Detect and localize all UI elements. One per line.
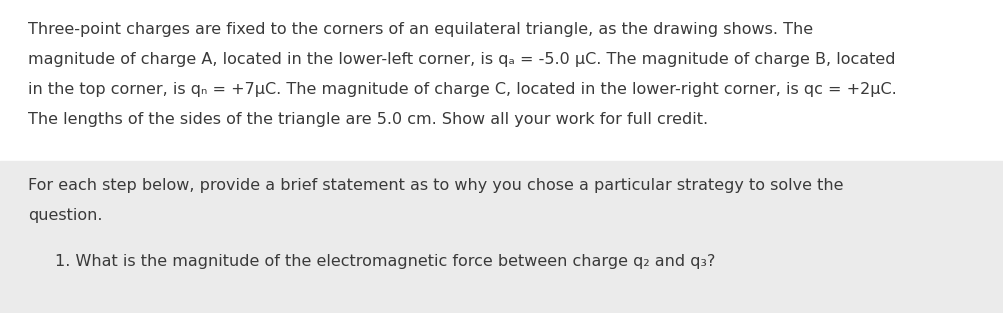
Text: in the top corner, is qₙ = +7μC. The magnitude of charge C, located in the lower: in the top corner, is qₙ = +7μC. The mag… (28, 82, 896, 97)
Text: For each step below, provide a brief statement as to why you chose a particular : For each step below, provide a brief sta… (28, 178, 843, 193)
Text: Three-point charges are fixed to the corners of an equilateral triangle, as the : Three-point charges are fixed to the cor… (28, 22, 812, 37)
Text: The lengths of the sides of the triangle are 5.0 cm. Show all your work for full: The lengths of the sides of the triangle… (28, 112, 707, 127)
Text: 1. What is the magnitude of the electromagnetic force between charge q₂ and q₃?: 1. What is the magnitude of the electrom… (55, 254, 715, 269)
Text: magnitude of charge A, located in the lower-left corner, is qₐ = -5.0 μC. The ma: magnitude of charge A, located in the lo… (28, 52, 895, 67)
Text: question.: question. (28, 208, 102, 223)
Bar (0, 161, 1003, 313)
